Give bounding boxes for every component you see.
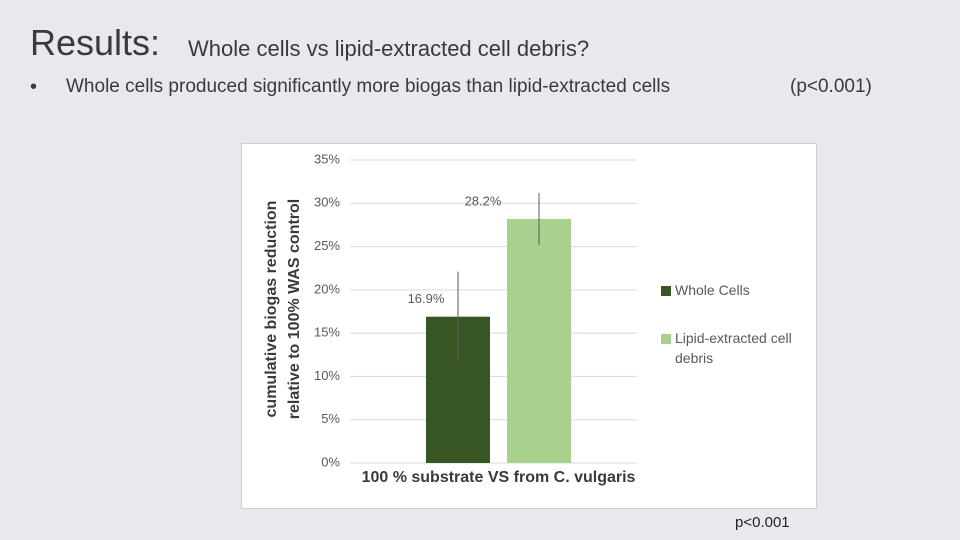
- y-tick-label: 15%: [314, 325, 340, 340]
- legend-swatch: [661, 334, 671, 344]
- slide-subtitle: Whole cells vs lipid-extracted cell debr…: [188, 36, 590, 61]
- y-tick-label: 10%: [314, 368, 340, 383]
- y-axis-label: cumulative biogas reduction: [263, 201, 280, 418]
- x-tick-label: 100 % substrate VS from C. vulgaris: [362, 469, 636, 486]
- bullet-text: Whole cells produced significantly more …: [66, 76, 671, 97]
- y-tick-label: 20%: [314, 281, 340, 296]
- y-tick-label: 5%: [321, 411, 340, 426]
- legend-label: Whole Cells: [675, 282, 750, 298]
- bullet-note: (p<0.001): [790, 76, 872, 97]
- data-label: 16.9%: [408, 291, 445, 306]
- bullet-dot: •: [30, 76, 38, 98]
- legend-swatch: [661, 286, 671, 296]
- data-label: 28.2%: [465, 193, 502, 208]
- y-tick-label: 30%: [314, 195, 340, 210]
- legend-label: Lipid-extracted cell debris: [675, 330, 792, 366]
- y-axis-label: relative to 100% WAS control: [286, 199, 303, 420]
- y-tick-label: 35%: [314, 151, 340, 166]
- slide-title: Results:: [30, 22, 161, 63]
- bar: [507, 218, 571, 463]
- y-tick-label: 0%: [321, 454, 340, 469]
- footnote: p<0.001: [735, 514, 790, 531]
- y-tick-label: 25%: [314, 238, 340, 253]
